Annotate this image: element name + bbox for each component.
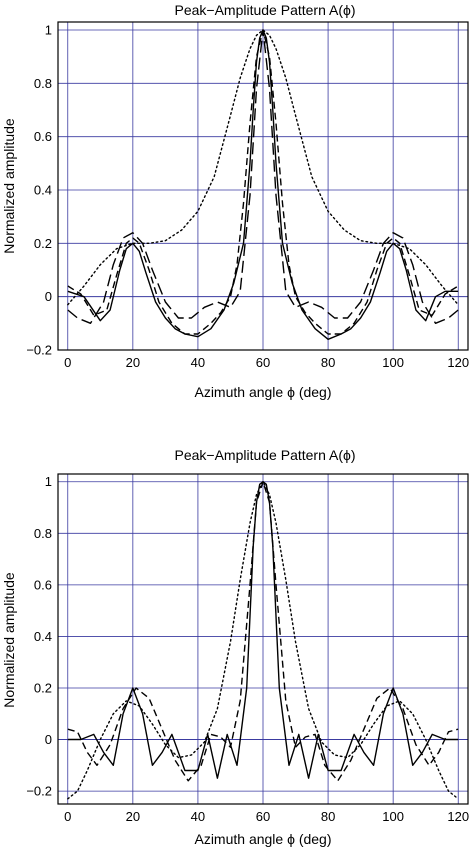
y-tick-label: 0.4 [34,183,52,198]
x-tick-label: 40 [191,355,205,370]
series-line-solid [67,29,459,340]
plot-frame [57,473,469,805]
x-tick-label: 100 [382,809,404,824]
grid-lines [58,22,468,351]
series-line-dotted [67,29,459,306]
series-lines [67,481,459,800]
x-tick-label: 120 [447,809,469,824]
y-tick-label: 0.8 [34,76,52,91]
y-tick-label: 0.8 [34,526,52,541]
y-tick-label: 0.6 [34,577,52,592]
y-tick-label: 0.2 [34,680,52,695]
x-axis-label: Azimuth angle ϕ (deg) [194,384,331,400]
x-tick-label: 100 [382,355,404,370]
x-tick-label: 20 [126,355,140,370]
y-tick-label: 1 [45,23,52,38]
y-tick-label: 0.6 [34,129,52,144]
chart-title: Peak−Amplitude Pattern A(ϕ) [175,2,356,18]
y-tick-label: 0 [45,289,52,304]
x-tick-label: 60 [256,355,270,370]
x-tick-label: 80 [321,809,335,824]
y-tick-label: 0.2 [34,236,52,251]
x-tick-label: 120 [447,355,469,370]
y-tick-label: 1 [45,474,52,489]
y-axis-label: Normalized amplitude [1,572,17,708]
tick-labels: 0 20 40 60 80 100 120 −0.2 0 0.2 0.4 0.6 0.8 1 [26,23,469,371]
x-tick-label: 0 [64,809,71,824]
x-tick-label: 0 [64,355,71,370]
plot-frame [57,21,469,351]
x-tick-label: 80 [321,355,335,370]
y-tick-label: 0.4 [34,629,52,644]
x-tick-label: 60 [256,809,270,824]
grid-lines [58,474,468,804]
x-axis-label: Azimuth angle ϕ (deg) [194,831,331,847]
x-tick-label: 20 [126,809,140,824]
chart-title: Peak−Amplitude Pattern A(ϕ) [175,447,356,463]
y-tick-label: 0 [45,732,52,747]
chart-panel-top: Peak−Amplitude Pattern A(ϕ) 0 20 40 60 80 100… [1,2,469,400]
chart-panel-bottom: Peak−Amplitude Pattern A(ϕ) 0 20 40 60 80 100… [1,447,469,847]
y-axis-label: Normalized amplitude [1,118,17,254]
series-lines [67,29,459,340]
y-tick-label: −0.2 [26,784,52,799]
y-tick-label: −0.2 [26,343,52,358]
series-line-dotted [67,481,459,800]
tick-labels: 0 20 40 60 80 100 120 −0.2 0 0.2 0.4 0.6 0.8 1 [26,474,469,824]
x-tick-label: 40 [191,809,205,824]
